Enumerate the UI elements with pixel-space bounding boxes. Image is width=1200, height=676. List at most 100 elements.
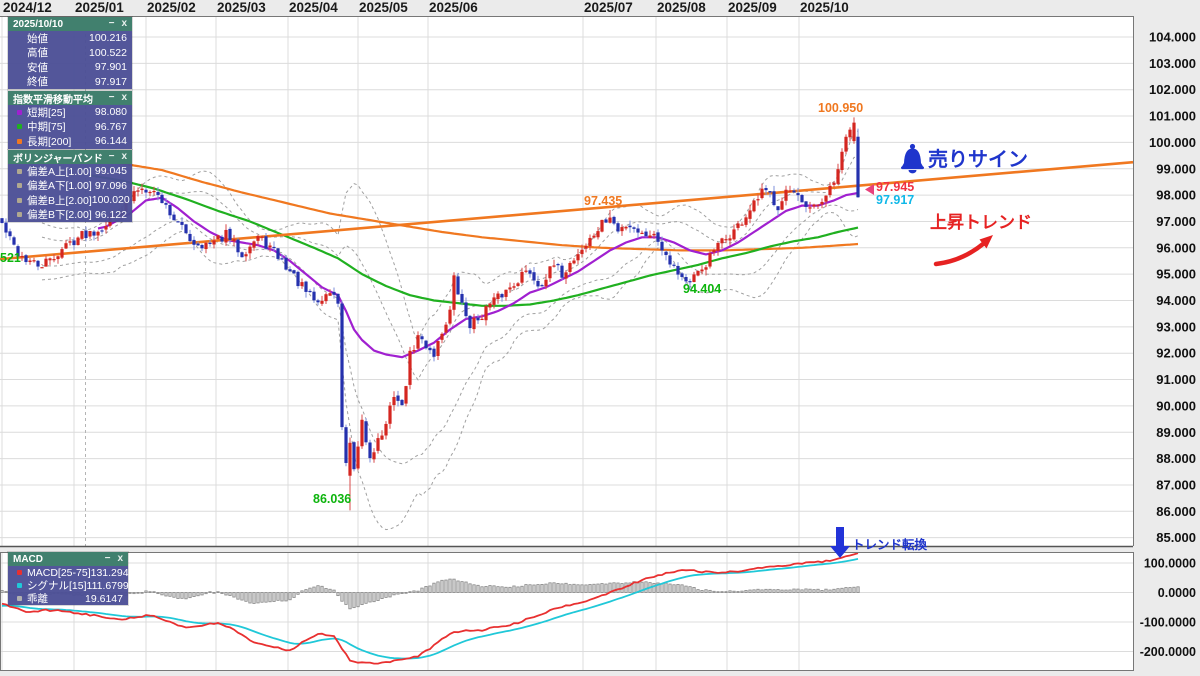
price-point-label: 521	[0, 251, 21, 265]
panel-row: 長期[200] 96.144	[8, 134, 132, 149]
price-axis-label: 93.000	[1156, 319, 1196, 334]
gridlines	[0, 16, 1133, 671]
row-value: 98.080	[94, 106, 127, 119]
macd-axis-label: 100.0000	[1144, 557, 1196, 571]
price-axis-label: 96.000	[1156, 240, 1196, 255]
price-axis-label: 87.000	[1156, 477, 1196, 492]
panel-title: 2025/10/10	[13, 18, 64, 30]
close-button[interactable]: x	[121, 18, 127, 29]
month-axis-label: 2025/04	[289, 0, 338, 15]
price-axis-label: 86.000	[1156, 504, 1196, 519]
panel-header[interactable]: MACD − x	[8, 552, 128, 566]
series-color-dot	[17, 168, 22, 174]
last-high-label: 97.945	[876, 180, 914, 194]
month-axis-label: 2025/01	[75, 0, 124, 15]
candlestick-series[interactable]	[0, 117, 860, 511]
panel-title: ボリンジャーバンド	[13, 153, 103, 165]
price-axis-label: 103.000	[1149, 56, 1196, 71]
series-color-dot	[17, 138, 22, 144]
panel-header[interactable]: ボリンジャーバンド − x	[8, 150, 132, 165]
row-label: 偏差B上[2.00]	[27, 194, 92, 207]
month-axis-label: 2025/02	[147, 0, 196, 15]
price-axis-label: 100.000	[1149, 135, 1196, 150]
series-color-dot	[17, 583, 22, 588]
month-axis-label: 2025/07	[584, 0, 633, 15]
close-button[interactable]: x	[121, 92, 127, 103]
panel-row: 短期[25] 98.080	[8, 105, 132, 120]
panel-row: 偏差A下[1.00] 97.096	[8, 179, 132, 194]
row-label: 偏差A上[1.00]	[27, 165, 92, 178]
panel-header[interactable]: 指数平滑移動平均 − x	[8, 91, 132, 106]
last-close-label: 97.917	[876, 193, 914, 207]
month-axis-label: 2024/12	[3, 0, 52, 15]
series-color-dot	[17, 183, 22, 189]
macd-axis-label: -100.0000	[1140, 616, 1196, 630]
sell-signal-label: 売りサイン	[928, 148, 1028, 171]
panel-rows: 始値 100.216 高値 100.522 安値 97.901 終値 97.917	[8, 31, 132, 89]
price-point-label: 97.435	[584, 194, 622, 208]
panel-row: 安値 97.901	[8, 60, 132, 75]
month-axis-label: 2025/09	[728, 0, 777, 15]
price-axis-label: 92.000	[1156, 346, 1196, 361]
minimize-button[interactable]: −	[108, 18, 115, 29]
macd-axis-label: 0.0000	[1158, 586, 1196, 600]
panel-row: 終値 97.917	[8, 75, 132, 90]
ema-info-panel: 指数平滑移動平均 − x 短期[25] 98.080 中期[75] 96.767 長期[…	[8, 91, 132, 149]
close-button[interactable]: x	[117, 553, 123, 564]
ema200-line	[89, 158, 859, 252]
row-value: 97.917	[94, 75, 127, 88]
row-value: 19.6147	[85, 592, 123, 605]
row-label: 短期[25]	[27, 106, 66, 119]
row-label: 偏差B下[2.00]	[27, 209, 92, 222]
panel-row: 偏差B下[2.00] 96.122	[8, 208, 132, 223]
row-label: シグナル[15]	[27, 580, 87, 592]
minimize-button[interactable]: −	[108, 151, 115, 162]
sell-signal-annotation[interactable]: 売りサイン	[901, 143, 1028, 174]
row-value: 96.767	[94, 120, 127, 133]
price-axis-label: 88.000	[1156, 451, 1196, 466]
row-label: 終値	[27, 76, 48, 89]
last-price-marker-triangle	[865, 184, 874, 195]
panel-row: 乖離 19.6147	[8, 592, 128, 605]
row-value: 99.045	[94, 165, 127, 178]
row-value: 111.6799	[86, 579, 129, 592]
panel-rows: MACD[25-75] 131.2946 シグナル[15] 111.6799 乖離 19.…	[8, 566, 134, 605]
macd-line	[1, 552, 859, 665]
trend-change-label: トレンド転換	[852, 537, 928, 552]
uptrend-arrow	[933, 241, 986, 267]
panel-row: 偏差A上[1.00] 99.045	[8, 164, 132, 179]
row-value: 100.216	[89, 32, 127, 45]
uptrend-support-trendline[interactable]	[0, 160, 1134, 261]
series-color-dot	[17, 212, 22, 218]
trend-change-annotation[interactable]: トレンド転換	[830, 527, 928, 558]
macd-subchart[interactable]	[0, 552, 860, 665]
month-axis-label: 2025/03	[217, 0, 266, 15]
price-axis-label: 101.000	[1149, 109, 1196, 124]
row-label: 中期[75]	[27, 121, 66, 134]
plot-borders	[0, 16, 1134, 671]
uptrend-annotation[interactable]: 上昇トレンド	[930, 213, 1032, 267]
row-label: 偏差A下[1.00]	[27, 180, 92, 193]
row-value: 131.2946	[90, 566, 135, 579]
row-label: MACD[25-75]	[27, 566, 91, 579]
minimize-button[interactable]: −	[108, 92, 115, 103]
month-axis-label: 2025/06	[429, 0, 478, 15]
uptrend-label: 上昇トレンド	[930, 213, 1032, 232]
row-label: 始値	[27, 32, 48, 45]
series-color-dot	[17, 109, 22, 115]
minimize-button[interactable]: −	[104, 553, 111, 564]
month-axis-label: 2025/10	[800, 0, 849, 15]
bollinger-bands	[41, 130, 859, 531]
panel-rows: 偏差A上[1.00] 99.045 偏差A下[1.00] 97.096 偏差B上[2.0…	[8, 164, 132, 222]
month-axis-label: 2025/05	[359, 0, 408, 15]
row-value: 100.522	[89, 46, 127, 59]
panel-row: MACD[25-75] 131.2946	[8, 566, 134, 579]
close-button[interactable]: x	[121, 151, 127, 162]
ohlc-info-panel: 2025/10/10 − x 始値 100.216 高値 100.522 安値 97.90…	[8, 17, 132, 89]
price-point-label: 100.950	[818, 101, 863, 115]
panel-header[interactable]: 2025/10/10 − x	[8, 17, 132, 31]
row-label: 乖離	[27, 593, 48, 605]
